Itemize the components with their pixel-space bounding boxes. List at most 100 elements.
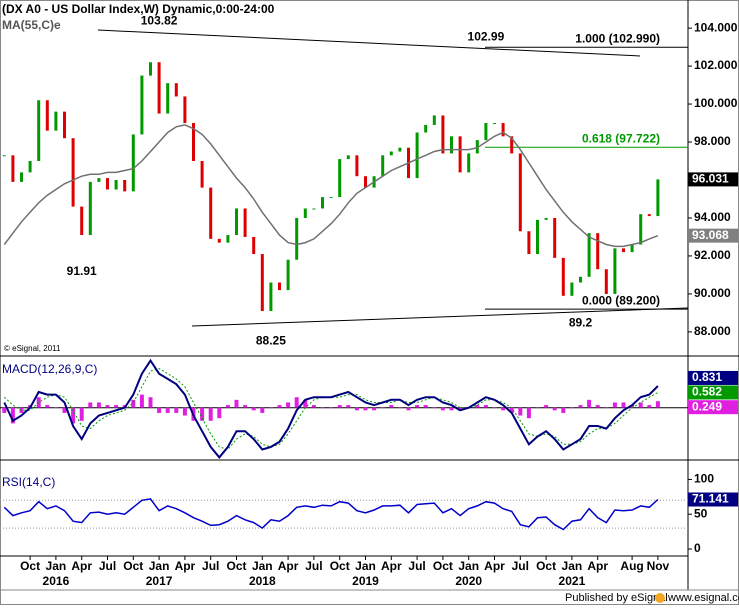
price-bar xyxy=(209,187,213,239)
price-bar xyxy=(561,257,565,296)
histogram-bar xyxy=(372,407,377,411)
price-bar xyxy=(355,155,359,177)
fib-label: 0.618 (97.722) xyxy=(582,131,660,145)
price-bar xyxy=(553,217,557,258)
histogram-bar xyxy=(587,399,592,408)
price-bar xyxy=(226,235,230,243)
price-bar xyxy=(510,136,514,154)
last-value-box xyxy=(688,400,738,415)
year-label: 2020 xyxy=(455,574,482,588)
price-bar xyxy=(278,282,281,291)
histogram-bar xyxy=(45,405,50,408)
histogram-bar xyxy=(165,407,170,413)
price-bar xyxy=(217,238,221,243)
y-tick-label: 90.000 xyxy=(694,286,731,300)
price-bar xyxy=(458,136,462,173)
histogram-bar xyxy=(561,407,566,413)
histogram-bar xyxy=(415,405,420,408)
histogram-bar xyxy=(217,407,222,419)
price-bar xyxy=(71,138,75,207)
ma-label: MA(55,C)e xyxy=(2,18,61,32)
histogram-bar xyxy=(638,402,643,408)
trend-line xyxy=(97,29,641,57)
price-bar xyxy=(432,115,436,125)
histogram-bar xyxy=(337,405,342,408)
x-tick-label: Jul xyxy=(202,559,219,573)
x-tick-label: Oct xyxy=(123,559,143,573)
logo-icon xyxy=(655,593,665,603)
histogram-bar xyxy=(346,405,351,408)
price-bar xyxy=(269,282,273,312)
price-bar xyxy=(622,248,625,253)
price-bar xyxy=(140,75,144,135)
year-label: 2019 xyxy=(352,574,379,588)
price-bar xyxy=(200,161,204,188)
price-bar xyxy=(97,178,101,182)
histogram-bar xyxy=(114,405,119,408)
year-label: 2021 xyxy=(559,574,586,588)
price-bar xyxy=(166,83,170,114)
price-bar xyxy=(527,231,531,255)
x-tick-label: Jan xyxy=(355,559,376,573)
price-bar xyxy=(11,155,15,182)
chart-title: (DX A0 - US Dollar Index,W) Dynamic,0:00… xyxy=(2,2,275,16)
histogram-bar xyxy=(604,407,609,409)
histogram-bar xyxy=(131,399,136,408)
histogram-bar xyxy=(225,405,230,408)
price-bar xyxy=(630,244,634,253)
credit: © eSignal, 2011 xyxy=(4,344,61,353)
last-value-label: 93.068 xyxy=(692,228,729,242)
x-tick-label: Apr xyxy=(71,559,92,573)
histogram-bar xyxy=(475,405,480,408)
price-bar xyxy=(321,197,324,209)
panel-title: MACD(12,26,9,C) xyxy=(2,362,97,376)
histogram-bar xyxy=(544,405,549,408)
histogram-bar xyxy=(483,405,488,408)
histogram-bar xyxy=(294,397,299,408)
price-bar xyxy=(123,179,127,192)
price-bar xyxy=(295,217,299,260)
price-bar xyxy=(570,282,574,296)
y-tick-label: 98.000 xyxy=(694,134,731,148)
y-tick-label: 100 xyxy=(694,472,714,486)
histogram-bar xyxy=(148,397,153,408)
x-tick-label: Jan xyxy=(149,559,170,573)
histogram-bar xyxy=(406,407,411,411)
price-bar xyxy=(235,208,238,236)
histogram-bar xyxy=(458,407,463,411)
x-tick-label: Apr xyxy=(484,559,505,573)
last-value-label: 0.249 xyxy=(692,399,722,413)
y-tick-label: 50 xyxy=(694,506,708,520)
histogram-bar xyxy=(655,401,660,408)
price-bar xyxy=(286,259,290,291)
histogram-bar xyxy=(311,405,316,408)
price-bar xyxy=(544,217,548,220)
histogram-bar xyxy=(501,407,506,411)
x-tick-label: Jan xyxy=(458,559,479,573)
histogram-bar xyxy=(380,407,385,409)
price-bar xyxy=(346,155,350,160)
last-value-box xyxy=(688,228,738,243)
y-tick-label: 0 xyxy=(694,541,701,555)
price-bar xyxy=(88,181,92,236)
histogram-bar xyxy=(286,402,291,408)
y-tick-label: 94.000 xyxy=(694,210,731,224)
panel-title: RSI(14,C) xyxy=(2,475,55,489)
last-value-box xyxy=(688,370,738,385)
last-value-label: 71.141 xyxy=(692,492,729,506)
x-tick-label: Apr xyxy=(175,559,196,573)
x-tick-label: Oct xyxy=(20,559,40,573)
x-tick-label: Jan xyxy=(252,559,273,573)
price-bar xyxy=(63,111,66,139)
histogram-bar xyxy=(621,402,626,408)
price-bar xyxy=(183,96,187,124)
footer-right: www.esignal.com xyxy=(667,592,739,604)
histogram-bar xyxy=(509,407,514,413)
histogram-bar xyxy=(397,407,402,409)
y-tick-label: 88.000 xyxy=(694,324,731,338)
histogram-bar xyxy=(157,407,162,413)
histogram-bar xyxy=(440,407,445,411)
x-tick-label: Aug xyxy=(620,559,643,573)
